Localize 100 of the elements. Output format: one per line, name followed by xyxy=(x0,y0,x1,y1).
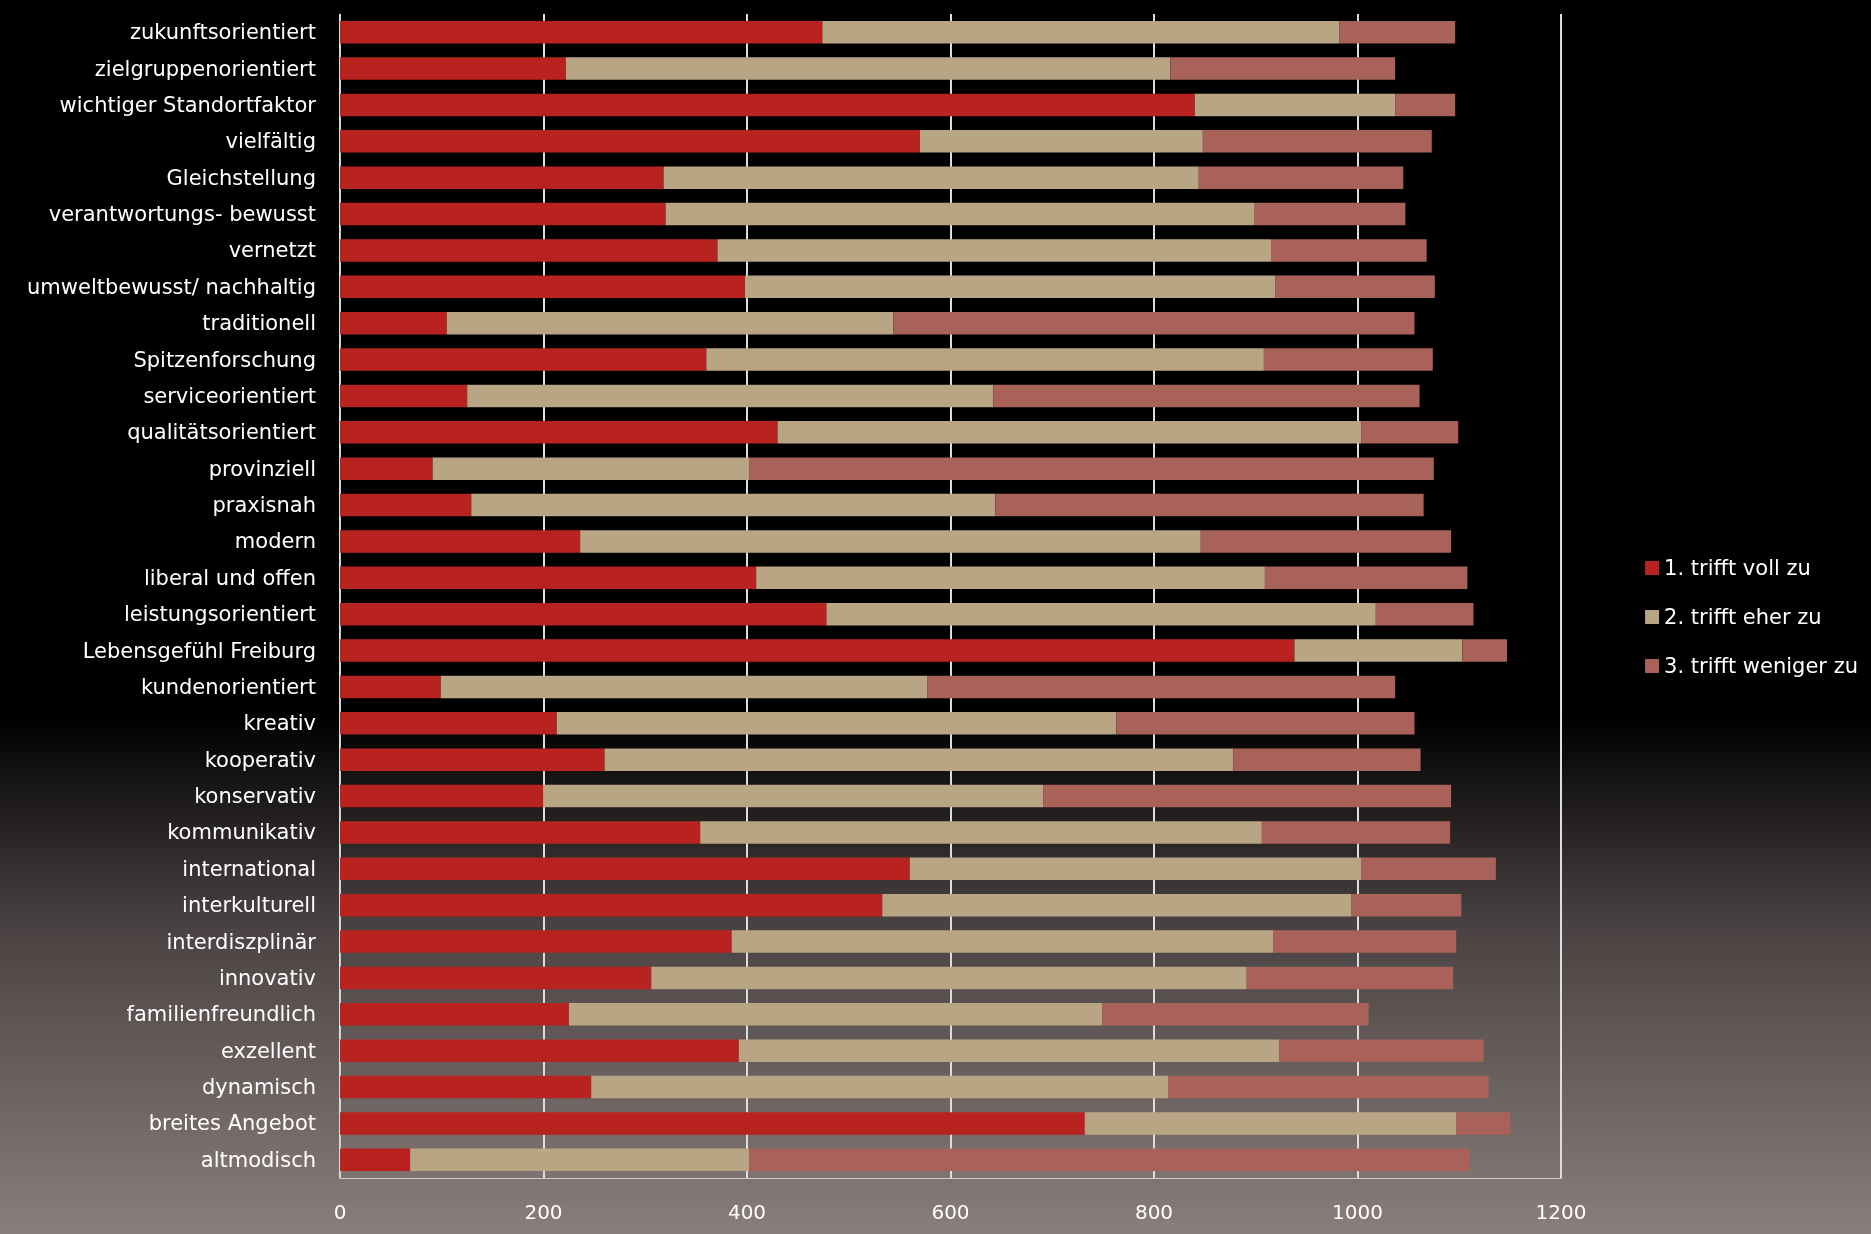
legend-label: 1. trifft voll zu xyxy=(1664,556,1811,580)
y-tick-label: interkulturell xyxy=(182,893,316,918)
bar xyxy=(1395,93,1456,117)
bar xyxy=(1273,930,1457,953)
bar xyxy=(340,857,910,881)
bar xyxy=(738,1039,1280,1062)
y-tick-label: modern xyxy=(234,529,316,554)
bar xyxy=(1246,966,1454,990)
y-tick-label: innovativ xyxy=(218,965,316,990)
bar xyxy=(651,966,1247,990)
bar xyxy=(432,457,750,480)
y-tick-label: kreativ xyxy=(243,711,316,736)
y-tick-label: praxisnah xyxy=(212,493,316,518)
y-tick-label: qualitätsorientiert xyxy=(127,420,316,445)
y-tick-label: konservativ xyxy=(194,784,316,809)
bar xyxy=(340,20,823,44)
bar xyxy=(1351,893,1462,917)
bar xyxy=(446,311,894,335)
bar xyxy=(440,675,928,699)
bar xyxy=(731,930,1274,953)
bar xyxy=(340,602,827,626)
bar xyxy=(568,1003,1103,1026)
bar xyxy=(744,275,1276,299)
y-tick-label: Gleichstellung xyxy=(166,165,316,190)
bar xyxy=(700,821,1262,844)
bar xyxy=(1233,748,1421,771)
bar xyxy=(340,1075,592,1099)
bar xyxy=(1168,1075,1489,1099)
bar xyxy=(340,675,441,699)
bar xyxy=(340,821,701,844)
bar xyxy=(556,712,1117,735)
bar xyxy=(340,493,472,517)
bar xyxy=(340,130,920,153)
bar xyxy=(1202,130,1432,153)
bar xyxy=(1294,639,1463,662)
bar xyxy=(340,275,745,299)
bar xyxy=(1279,1039,1484,1062)
bar xyxy=(340,348,707,371)
y-tick-label: serviceorientiert xyxy=(143,383,316,408)
bar xyxy=(1361,857,1496,881)
y-tick-label: umweltbewusst/ nachhaltig xyxy=(27,274,316,299)
y-tick-label: zielgruppenorientiert xyxy=(94,56,316,81)
bar xyxy=(1271,239,1427,262)
bar xyxy=(665,202,1255,226)
x-tick-label: 600 xyxy=(931,1200,970,1224)
bar xyxy=(927,675,1396,699)
bar xyxy=(471,493,996,517)
bar xyxy=(340,784,544,808)
x-tick-label: 1200 xyxy=(1535,1200,1587,1224)
bar xyxy=(543,784,1044,808)
bar xyxy=(340,748,605,771)
bar xyxy=(663,166,1199,189)
bar xyxy=(340,893,883,917)
bar xyxy=(893,311,1415,335)
bar xyxy=(717,239,1272,262)
bar xyxy=(1339,20,1456,44)
y-tick-label: liberal und offen xyxy=(143,565,316,590)
bar xyxy=(467,384,994,408)
x-tick-label: 200 xyxy=(524,1200,563,1224)
y-tick-label: verantwortungs- bewusst xyxy=(48,202,316,227)
bar xyxy=(565,57,1171,80)
bar xyxy=(340,384,468,408)
bar xyxy=(909,857,1362,881)
bar xyxy=(1198,166,1404,189)
bar xyxy=(604,748,1234,771)
bar xyxy=(340,639,1295,662)
bar xyxy=(340,712,557,735)
y-tick-label: Lebensgefühl Freiburg xyxy=(82,638,316,663)
bar xyxy=(1043,784,1452,808)
bar xyxy=(340,57,566,80)
bar xyxy=(706,348,1264,371)
bar xyxy=(1375,602,1474,626)
bar xyxy=(1200,530,1452,553)
bar xyxy=(1116,712,1415,735)
bar xyxy=(340,166,664,189)
y-tick-label: vernetzt xyxy=(228,238,316,263)
bar xyxy=(826,602,1376,626)
bar xyxy=(749,457,1434,480)
x-tick-label: 1000 xyxy=(1332,1200,1383,1224)
y-tick-label: breites Angebot xyxy=(148,1111,316,1136)
bar xyxy=(1102,1003,1369,1026)
bar xyxy=(993,384,1420,408)
y-tick-label: Spitzenforschung xyxy=(133,347,316,372)
y-tick-label: international xyxy=(182,856,316,881)
y-tick-label: traditionell xyxy=(202,311,316,336)
y-tick-label: kommunikativ xyxy=(167,820,316,845)
bar xyxy=(340,566,757,590)
y-tick-label: provinziell xyxy=(208,456,316,481)
bar xyxy=(580,530,1201,553)
y-tick-label: altmodisch xyxy=(200,1147,316,1172)
y-tick-label: kundenorientiert xyxy=(140,674,316,699)
legend-label: 2. trifft eher zu xyxy=(1664,605,1822,629)
x-tick-label: 400 xyxy=(727,1200,767,1224)
bar xyxy=(591,1075,1169,1099)
bar xyxy=(1084,1112,1457,1135)
bar xyxy=(882,893,1352,917)
bar xyxy=(1261,821,1451,844)
bar xyxy=(340,530,581,553)
bar xyxy=(340,457,433,480)
bar xyxy=(822,20,1340,44)
